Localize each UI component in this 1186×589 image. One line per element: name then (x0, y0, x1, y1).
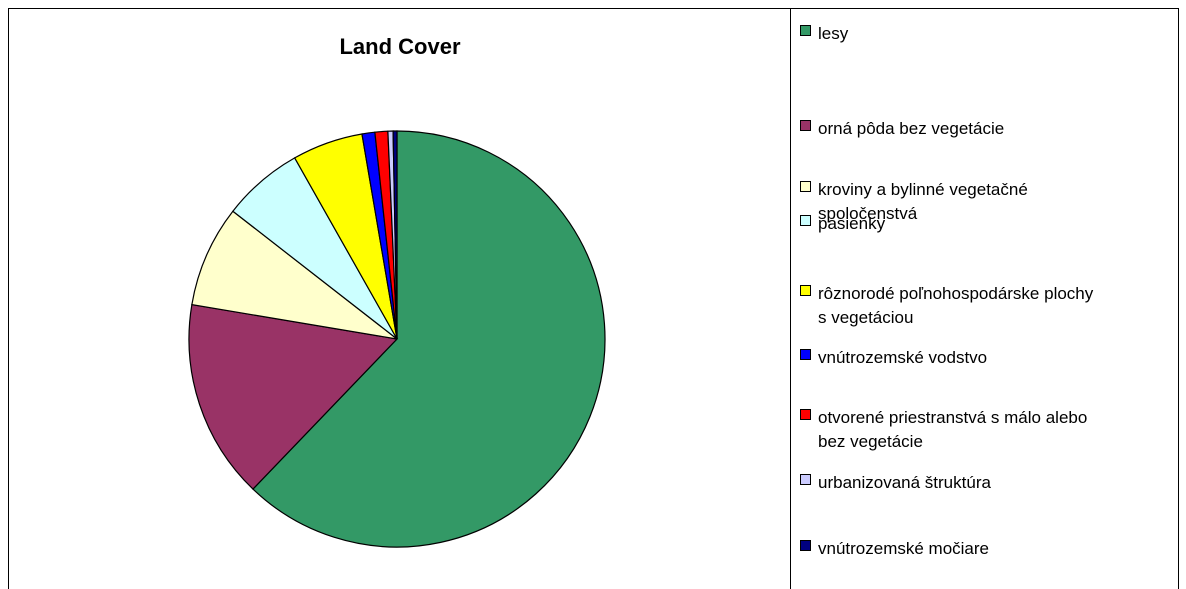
chart-title: Land Cover (339, 34, 461, 59)
legend-swatch (800, 540, 811, 551)
legend-label: rôznorodé poľnohospodárske plochy s vege… (818, 284, 1094, 327)
legend-label: otvorené priestranstvá s málo alebo bez … (818, 408, 1088, 451)
legend-swatch (800, 181, 811, 192)
legend-label: pasienky (818, 214, 886, 233)
pie-slice-2 (191, 210, 398, 340)
pie-slice-0 (252, 130, 606, 548)
chart-frame-top (8, 8, 1179, 9)
legend-swatch (800, 285, 811, 296)
legend-swatch (800, 215, 811, 226)
legend-label: lesy (818, 24, 849, 43)
pie-slice-8 (392, 130, 398, 340)
legend-label: urbanizovaná štruktúra (818, 473, 991, 492)
legend-divider (790, 8, 791, 589)
legend-swatch (800, 409, 811, 420)
legend-swatch (800, 474, 811, 485)
pie-chart (188, 130, 606, 548)
legend-swatch (800, 25, 811, 36)
legend-swatch (800, 349, 811, 360)
chart-frame-left (8, 8, 9, 589)
legend-label: vnútrozemské vodstvo (818, 348, 988, 367)
pie-slice-1 (188, 303, 399, 490)
legend-label: vnútrozemské močiare (818, 539, 990, 558)
legend-label: orná pôda bez vegetácie (818, 119, 1005, 138)
legend-label: kroviny a bylinné vegetačné spoločenstvá (818, 180, 1028, 223)
chart-frame-right (1178, 8, 1179, 589)
legend-swatch (800, 120, 811, 131)
